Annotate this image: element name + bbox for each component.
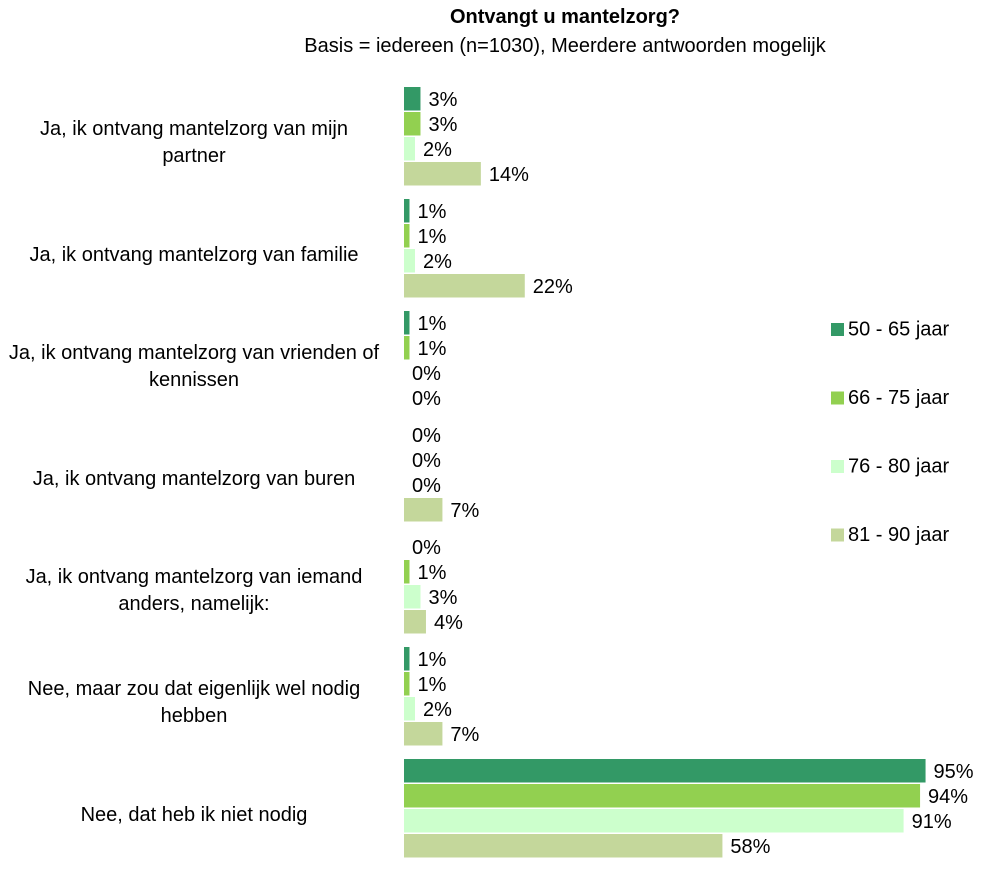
value-label: 1% <box>417 649 446 671</box>
bar <box>404 137 415 161</box>
bar <box>404 199 410 223</box>
value-label: 0% <box>412 363 441 385</box>
value-label: 2% <box>423 699 452 721</box>
bar <box>404 722 443 746</box>
chart-title: Ontvangt u mantelzorg? <box>450 6 680 28</box>
bar <box>404 560 410 584</box>
bar <box>404 274 525 298</box>
value-label: 0% <box>412 450 441 472</box>
bar <box>404 834 723 858</box>
bar <box>404 759 926 783</box>
legend-swatch <box>831 528 844 542</box>
category-label: Ja, ik ontvang mantelzorg van vrienden o… <box>8 342 380 391</box>
value-label: 58% <box>730 836 770 858</box>
bar <box>404 112 421 136</box>
bar <box>404 162 481 186</box>
value-label: 0% <box>412 388 441 410</box>
legend-swatch <box>831 391 844 405</box>
value-label: 4% <box>434 612 463 634</box>
bar <box>404 647 410 671</box>
value-label: 7% <box>450 724 479 746</box>
value-label: 1% <box>417 338 446 360</box>
legend-label: 66 - 75 jaar <box>848 387 950 409</box>
value-label: 1% <box>417 562 446 584</box>
value-label: 3% <box>428 89 457 111</box>
value-label: 91% <box>912 811 952 833</box>
value-label: 95% <box>934 761 974 783</box>
value-label: 1% <box>417 226 446 248</box>
bar <box>404 498 443 522</box>
value-label: 7% <box>450 500 479 522</box>
bar <box>404 336 410 360</box>
value-label: 0% <box>412 475 441 497</box>
bar <box>404 249 415 273</box>
chart-subtitle: Basis = iedereen (n=1030), Meerdere antw… <box>304 35 826 57</box>
category-label: Ja, ik ontvang mantelzorg van familie <box>29 243 359 266</box>
bar <box>404 585 421 609</box>
value-label: 94% <box>928 786 968 808</box>
bar <box>404 87 421 111</box>
legend-label: 81 - 90 jaar <box>848 524 950 546</box>
legend-label: 50 - 65 jaar <box>848 318 950 340</box>
value-label: 1% <box>417 674 446 696</box>
value-label: 3% <box>428 114 457 136</box>
value-label: 1% <box>417 313 446 335</box>
value-label: 1% <box>417 201 446 223</box>
category-label: Ja, ik ontvang mantelzorg van mijn partn… <box>40 118 348 167</box>
category-label: Ja, ik ontvang mantelzorg van buren <box>32 467 356 490</box>
bar <box>404 224 410 248</box>
bar <box>404 697 415 721</box>
legend-swatch <box>831 323 844 336</box>
value-label: 2% <box>423 251 452 273</box>
value-label: 3% <box>428 587 457 609</box>
value-label: 14% <box>489 164 529 186</box>
legend-swatch <box>831 460 844 473</box>
value-label: 22% <box>533 276 573 298</box>
value-label: 0% <box>412 425 441 447</box>
value-label: 2% <box>423 139 452 161</box>
value-label: 0% <box>412 537 441 559</box>
category-label: Nee, dat heb ik niet nodig <box>80 803 308 826</box>
bar <box>404 809 904 833</box>
bar <box>404 672 410 696</box>
bar <box>404 311 410 335</box>
bar <box>404 610 426 634</box>
category-label: Nee, maar zou dat eigenlijk wel nodig he… <box>27 678 361 727</box>
category-label: Ja, ik ontvang mantelzorg van iemand and… <box>25 566 363 615</box>
legend-label: 76 - 80 jaar <box>848 455 950 477</box>
bar <box>404 784 921 808</box>
